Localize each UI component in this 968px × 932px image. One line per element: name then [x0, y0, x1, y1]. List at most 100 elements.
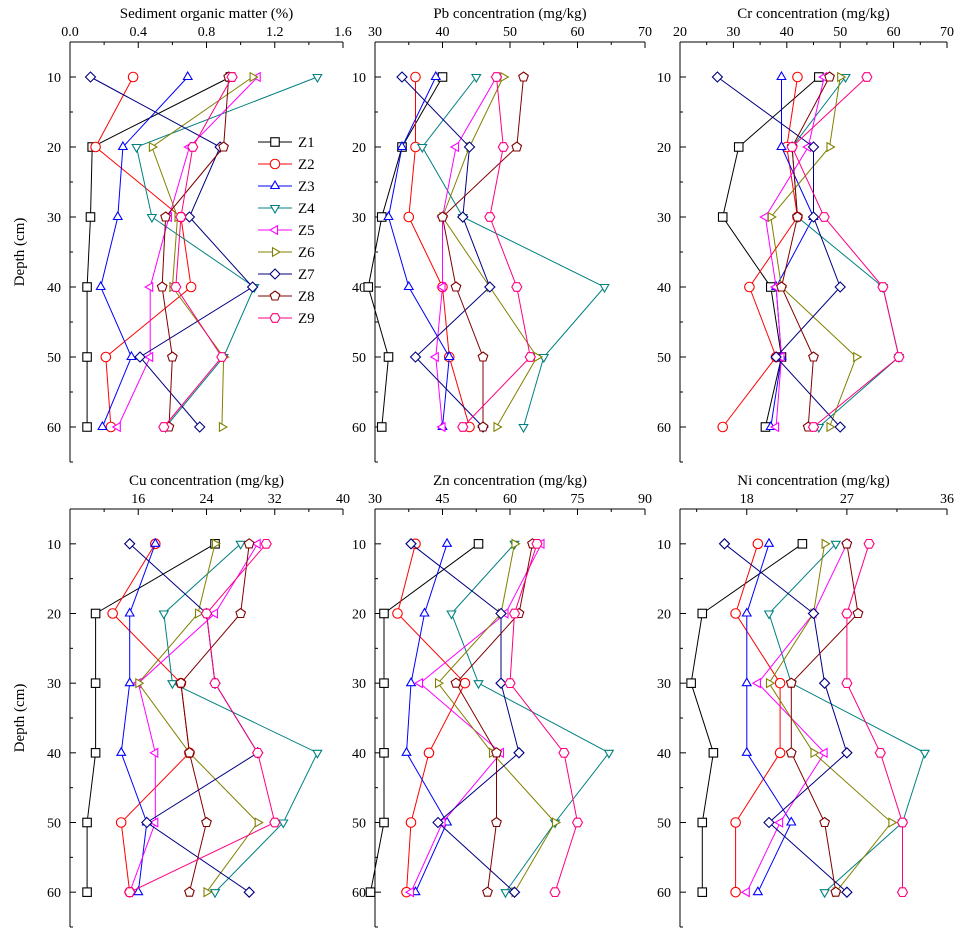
- data-point-z7: [463, 141, 476, 153]
- data-point-z6: [511, 538, 521, 550]
- data-point-z8: [156, 281, 168, 292]
- y-tick-label: 10: [352, 538, 366, 553]
- series-line-z7: [401, 76, 491, 428]
- y-tick-label: 10: [657, 538, 671, 553]
- y-axis-title: Depth (cm): [12, 684, 28, 753]
- data-point-z5: [413, 677, 424, 689]
- x-tick-label: 40: [336, 492, 350, 507]
- series-line-z8: [180, 543, 250, 893]
- legend-marker-z1: [270, 137, 280, 147]
- data-point-z5: [773, 817, 784, 828]
- series-z3: [115, 537, 161, 896]
- series-z3: [741, 537, 797, 896]
- data-point-z7: [193, 421, 206, 433]
- x-tick-label: 60: [503, 492, 517, 507]
- data-point-z9: [861, 72, 873, 82]
- data-point-z8: [160, 211, 171, 222]
- series-line-z9: [846, 543, 903, 893]
- data-point-z1: [708, 748, 719, 758]
- series-line-z4: [450, 543, 610, 893]
- data-point-z8: [175, 677, 187, 688]
- series-line-z6: [770, 76, 857, 428]
- data-point-z1: [717, 212, 728, 222]
- data-point-z3: [741, 677, 753, 687]
- data-point-z4: [446, 610, 457, 620]
- data-point-z2: [744, 281, 755, 293]
- data-point-z5: [111, 421, 121, 433]
- series-z9: [124, 538, 281, 898]
- data-point-z2: [423, 747, 435, 759]
- y-tick-label: 60: [657, 886, 671, 901]
- chart-panel-1: 0.0 0.4 0.8 1.2 1.6 Sediment organic matter (…: [12, 6, 352, 463]
- data-point-z7: [141, 816, 153, 829]
- series-z8: [175, 538, 255, 897]
- data-point-z7: [841, 747, 853, 759]
- data-point-z3: [182, 70, 194, 81]
- y-tick-label: 30: [657, 211, 671, 226]
- data-point-z6: [493, 421, 503, 433]
- data-point-z7: [763, 816, 775, 829]
- data-point-z2: [185, 281, 197, 293]
- data-point-z2: [90, 141, 101, 153]
- y-tick-label: 50: [657, 817, 671, 832]
- series-line-z2: [408, 77, 470, 428]
- x-tick-label: 70: [638, 25, 652, 40]
- series-line-z5: [129, 543, 259, 893]
- y-tick-label: 30: [352, 211, 366, 226]
- x-tick-label: 27: [840, 492, 854, 507]
- legend-marker-z4: [269, 204, 281, 215]
- data-point-z1: [697, 887, 708, 897]
- data-point-z1: [376, 422, 387, 432]
- data-point-z3: [403, 280, 415, 291]
- series-z5: [759, 71, 828, 433]
- data-point-z3: [401, 746, 412, 756]
- chart-panel-5: 30 45 60 75 90 Zn concentration (mg/kg) 10 20 30…: [352, 473, 652, 928]
- data-point-z6: [826, 141, 836, 153]
- series-line-z5: [764, 76, 825, 428]
- x-tick-label: 0.8: [198, 25, 216, 40]
- legend-label-z8: Z8: [298, 289, 315, 305]
- data-point-z9: [549, 887, 561, 898]
- x-tick-label: 70: [940, 25, 954, 40]
- data-point-z6: [888, 817, 898, 828]
- data-point-z2: [459, 677, 471, 689]
- data-point-z3: [124, 607, 135, 617]
- data-point-z7: [84, 71, 97, 83]
- data-point-z8: [824, 71, 835, 82]
- series-z3: [401, 537, 453, 896]
- data-point-z8: [518, 71, 529, 82]
- data-point-z5: [436, 281, 446, 293]
- series-line-z4: [768, 543, 926, 893]
- series-z7: [711, 71, 846, 433]
- data-point-z8: [184, 747, 195, 758]
- y-tick-label: 30: [47, 677, 61, 692]
- data-point-z6: [194, 608, 205, 619]
- data-point-z2: [405, 817, 417, 828]
- series-line-z1: [86, 76, 231, 427]
- x-tick-label: 0.4: [130, 25, 148, 40]
- data-point-z2: [730, 886, 741, 898]
- series-z5: [740, 538, 850, 898]
- series-z1: [365, 539, 484, 897]
- data-point-z5: [436, 421, 446, 433]
- chart-panel-6: 18 27 36 Ni concentration (mg/kg) 10 20 30 40 50…: [657, 473, 954, 928]
- data-point-z1: [697, 817, 708, 828]
- y-tick-label: 50: [47, 817, 61, 832]
- data-point-z1: [82, 887, 92, 897]
- data-point-z2: [730, 817, 741, 828]
- series-line-z8: [441, 76, 524, 427]
- data-point-z7: [134, 351, 146, 363]
- series-z9: [841, 538, 909, 898]
- series-line-z9: [462, 76, 531, 428]
- data-point-z9: [484, 212, 496, 222]
- data-point-z6: [767, 211, 777, 223]
- series-z5: [123, 538, 261, 898]
- series-z2: [730, 538, 786, 898]
- data-point-z8: [243, 538, 255, 549]
- y-tick-label: 20: [352, 608, 366, 623]
- data-point-z9: [874, 747, 886, 758]
- series-line-z7: [90, 76, 254, 428]
- data-point-z9: [531, 538, 543, 549]
- data-point-z6: [810, 747, 820, 759]
- series-line-z4: [421, 76, 606, 428]
